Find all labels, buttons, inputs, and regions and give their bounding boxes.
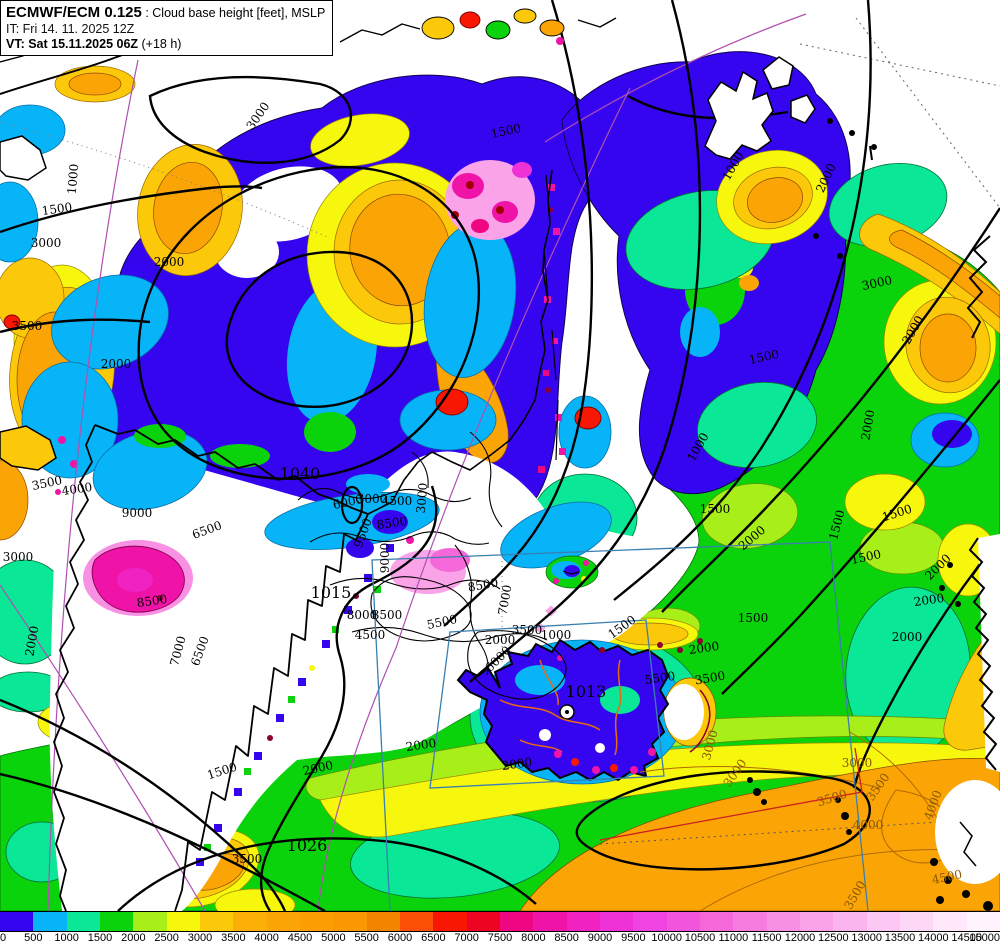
colorbar-tick: 1000	[54, 932, 79, 944]
colorbar-tick: 7500	[487, 932, 513, 944]
colorbar-tick: 2000	[121, 932, 146, 944]
colorbar-cell	[166, 912, 200, 931]
colorbar-cell	[733, 912, 767, 931]
colorbar-tick: 12500	[818, 932, 849, 944]
colorbar-tick: 4500	[287, 932, 313, 944]
model-name: ECMWF/ECM 0.125	[6, 4, 142, 21]
colorbar-cell	[533, 912, 567, 931]
map-canvas: 1040 1015 1026 1013 3000 1500 1000 1500 3000 2000…	[0, 0, 1000, 912]
product-name: : Cloud base height [feet], MSLP	[141, 6, 326, 20]
colorbar-cell	[299, 912, 334, 931]
colorbar-cell	[333, 912, 367, 931]
colorbar-tick: 11000	[718, 932, 749, 944]
colorbar: 0 500 1000 1500 2000 2500 3000 3500 4000 4500 5000…	[0, 911, 1000, 945]
valid-time-main: VT: Sat 15.11.2025 06Z	[6, 37, 139, 51]
colorbar-cell	[199, 912, 234, 931]
colorbar-cell	[266, 912, 300, 931]
colorbar-tick: 2500	[154, 932, 179, 944]
colorbar-tick: 11500	[751, 932, 782, 944]
colorbar-cell	[466, 912, 500, 931]
colorbar-cell	[799, 912, 834, 931]
isobars	[0, 0, 1000, 911]
colorbar-tick: 13000	[851, 932, 882, 944]
graticule-lines	[0, 13, 807, 911]
colorbar-cell	[699, 912, 734, 931]
colorbar-tick: 10500	[684, 932, 716, 944]
colorbar-tick: 3000	[187, 932, 213, 944]
colorbar-cell	[666, 912, 700, 931]
thin-contours	[297, 431, 567, 700]
colorbar-cell	[833, 912, 867, 931]
colorbar-ticks: 0 500 1000 1500 2000 2500 3000 3500 4000 4500 5000…	[0, 932, 1000, 945]
colorbar-cell	[366, 912, 400, 931]
colorbar-cell	[566, 912, 600, 931]
colorbar-tick: 5500	[354, 932, 379, 944]
franz-josef-islands	[421, 8, 565, 45]
colorbar-cell	[33, 912, 67, 931]
dotted-graticule	[0, 17, 1000, 845]
colorbar-cell	[0, 912, 34, 931]
coast-speckles	[134, 424, 408, 866]
colorbar-cell	[399, 912, 434, 931]
title-box: ECMWF/ECM 0.125 : Cloud base height [fee…	[0, 0, 334, 56]
colorbar-tick: 5000	[321, 932, 346, 944]
colorbar-tick: 4000	[254, 932, 279, 944]
colorbar-cell	[233, 912, 267, 931]
colorbar-tick: 0	[0, 932, 7, 944]
valid-time-offset: (+18 h)	[138, 37, 182, 51]
colorbar-tick: 14500	[951, 932, 982, 944]
colorbar-cell	[866, 912, 900, 931]
jan-mayen-cloud-spot	[545, 555, 599, 589]
init-time: IT: Fri 14. 11. 2025 12Z	[6, 22, 135, 36]
colorbar-tick: 1500	[87, 932, 113, 944]
blue-spot-east	[932, 420, 972, 448]
colorbar-tick: 6000	[387, 932, 413, 944]
colorbar-tick: 14000	[918, 932, 949, 944]
colorbar-cell	[99, 912, 134, 931]
colorbar-cells	[0, 912, 1000, 932]
norway-coast	[939, 235, 1000, 772]
colorbar-cell	[633, 912, 667, 931]
cloud-field-magenta	[55, 160, 566, 634]
colorbar-tick: 10000	[651, 932, 682, 944]
colorbar-cell	[433, 912, 467, 931]
colorbar-tick: 500	[24, 932, 43, 944]
cloud-base-map	[0, 0, 1000, 911]
colorbar-cell	[66, 912, 100, 931]
iceland	[456, 638, 717, 782]
colorbar-tick: 7000	[454, 932, 479, 944]
colorbar-tick: 8000	[521, 932, 546, 944]
valid-time: VT: Sat 15.11.2025 06Z (+18 h)	[6, 37, 325, 51]
colorbar-tick: 12000	[784, 932, 816, 944]
svalbard-islands	[0, 56, 877, 471]
colorbar-tick: 8500	[554, 932, 579, 944]
cloud-field-red	[3, 11, 602, 576]
colorbar-tick: 15000	[969, 932, 1000, 944]
colorbar-tick: 9500	[621, 932, 646, 944]
british-isles-specks	[747, 777, 1000, 911]
colorbar-tick: 6500	[421, 932, 446, 944]
colorbar-tick: 13500	[884, 932, 916, 944]
domain-boxes	[371, 541, 869, 911]
colorbar-cell	[133, 912, 167, 931]
colorbar-cell	[599, 912, 634, 931]
colorbar-cell	[899, 912, 934, 931]
colorbar-cell	[966, 912, 1000, 931]
colorbar-cell	[499, 912, 534, 931]
colorbar-cell	[766, 912, 800, 931]
colorbar-tick: 9000	[587, 932, 613, 944]
colorbar-tick: 3500	[221, 932, 246, 944]
product-title: ECMWF/ECM 0.125 : Cloud base height [fee…	[6, 4, 325, 21]
colorbar-cell	[933, 912, 967, 931]
